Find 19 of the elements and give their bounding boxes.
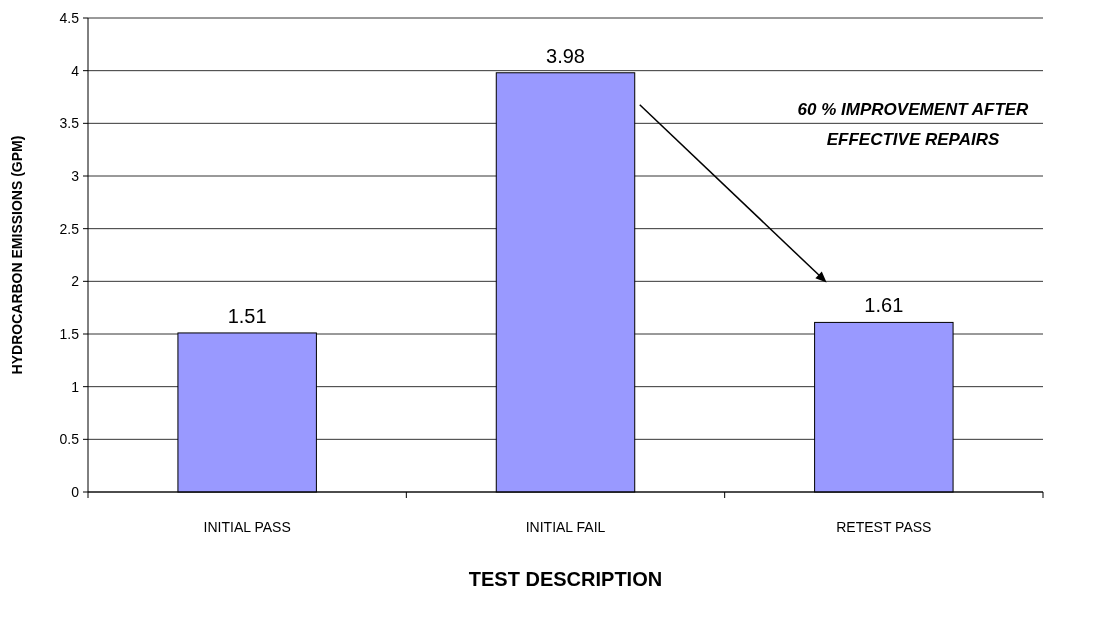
y-tick-label: 0 bbox=[71, 483, 80, 500]
y-tick-label: 2 bbox=[71, 273, 80, 290]
x-tick-label: INITIAL FAIL bbox=[525, 519, 606, 535]
y-tick-label: 3.5 bbox=[59, 115, 80, 132]
x-tick-label: RETEST PASS bbox=[836, 519, 932, 535]
y-tick-label: 3 bbox=[71, 167, 80, 184]
data-label: 3.98 bbox=[546, 44, 585, 67]
x-tick-label: INITIAL PASS bbox=[203, 519, 291, 535]
y-tick-label: 4 bbox=[71, 62, 80, 79]
y-tick-label: 1 bbox=[71, 378, 80, 395]
y-tick-label: 2.5 bbox=[59, 220, 80, 237]
y-tick-label: 1.5 bbox=[59, 325, 80, 342]
annotation: 60 % IMPROVEMENT AFTER EFFECTIVE REPAIRS bbox=[797, 100, 1030, 150]
x-axis-title: TEST DESCRIPTION bbox=[468, 568, 663, 590]
y-tick-label: 0.5 bbox=[59, 431, 80, 448]
y-tick-label: 4.5 bbox=[59, 9, 80, 26]
y-axis-title: HYDROCARBON EMISSIONS (GPM) bbox=[9, 135, 25, 375]
data-label: 1.61 bbox=[864, 294, 904, 317]
data-label: 1.51 bbox=[227, 304, 267, 327]
